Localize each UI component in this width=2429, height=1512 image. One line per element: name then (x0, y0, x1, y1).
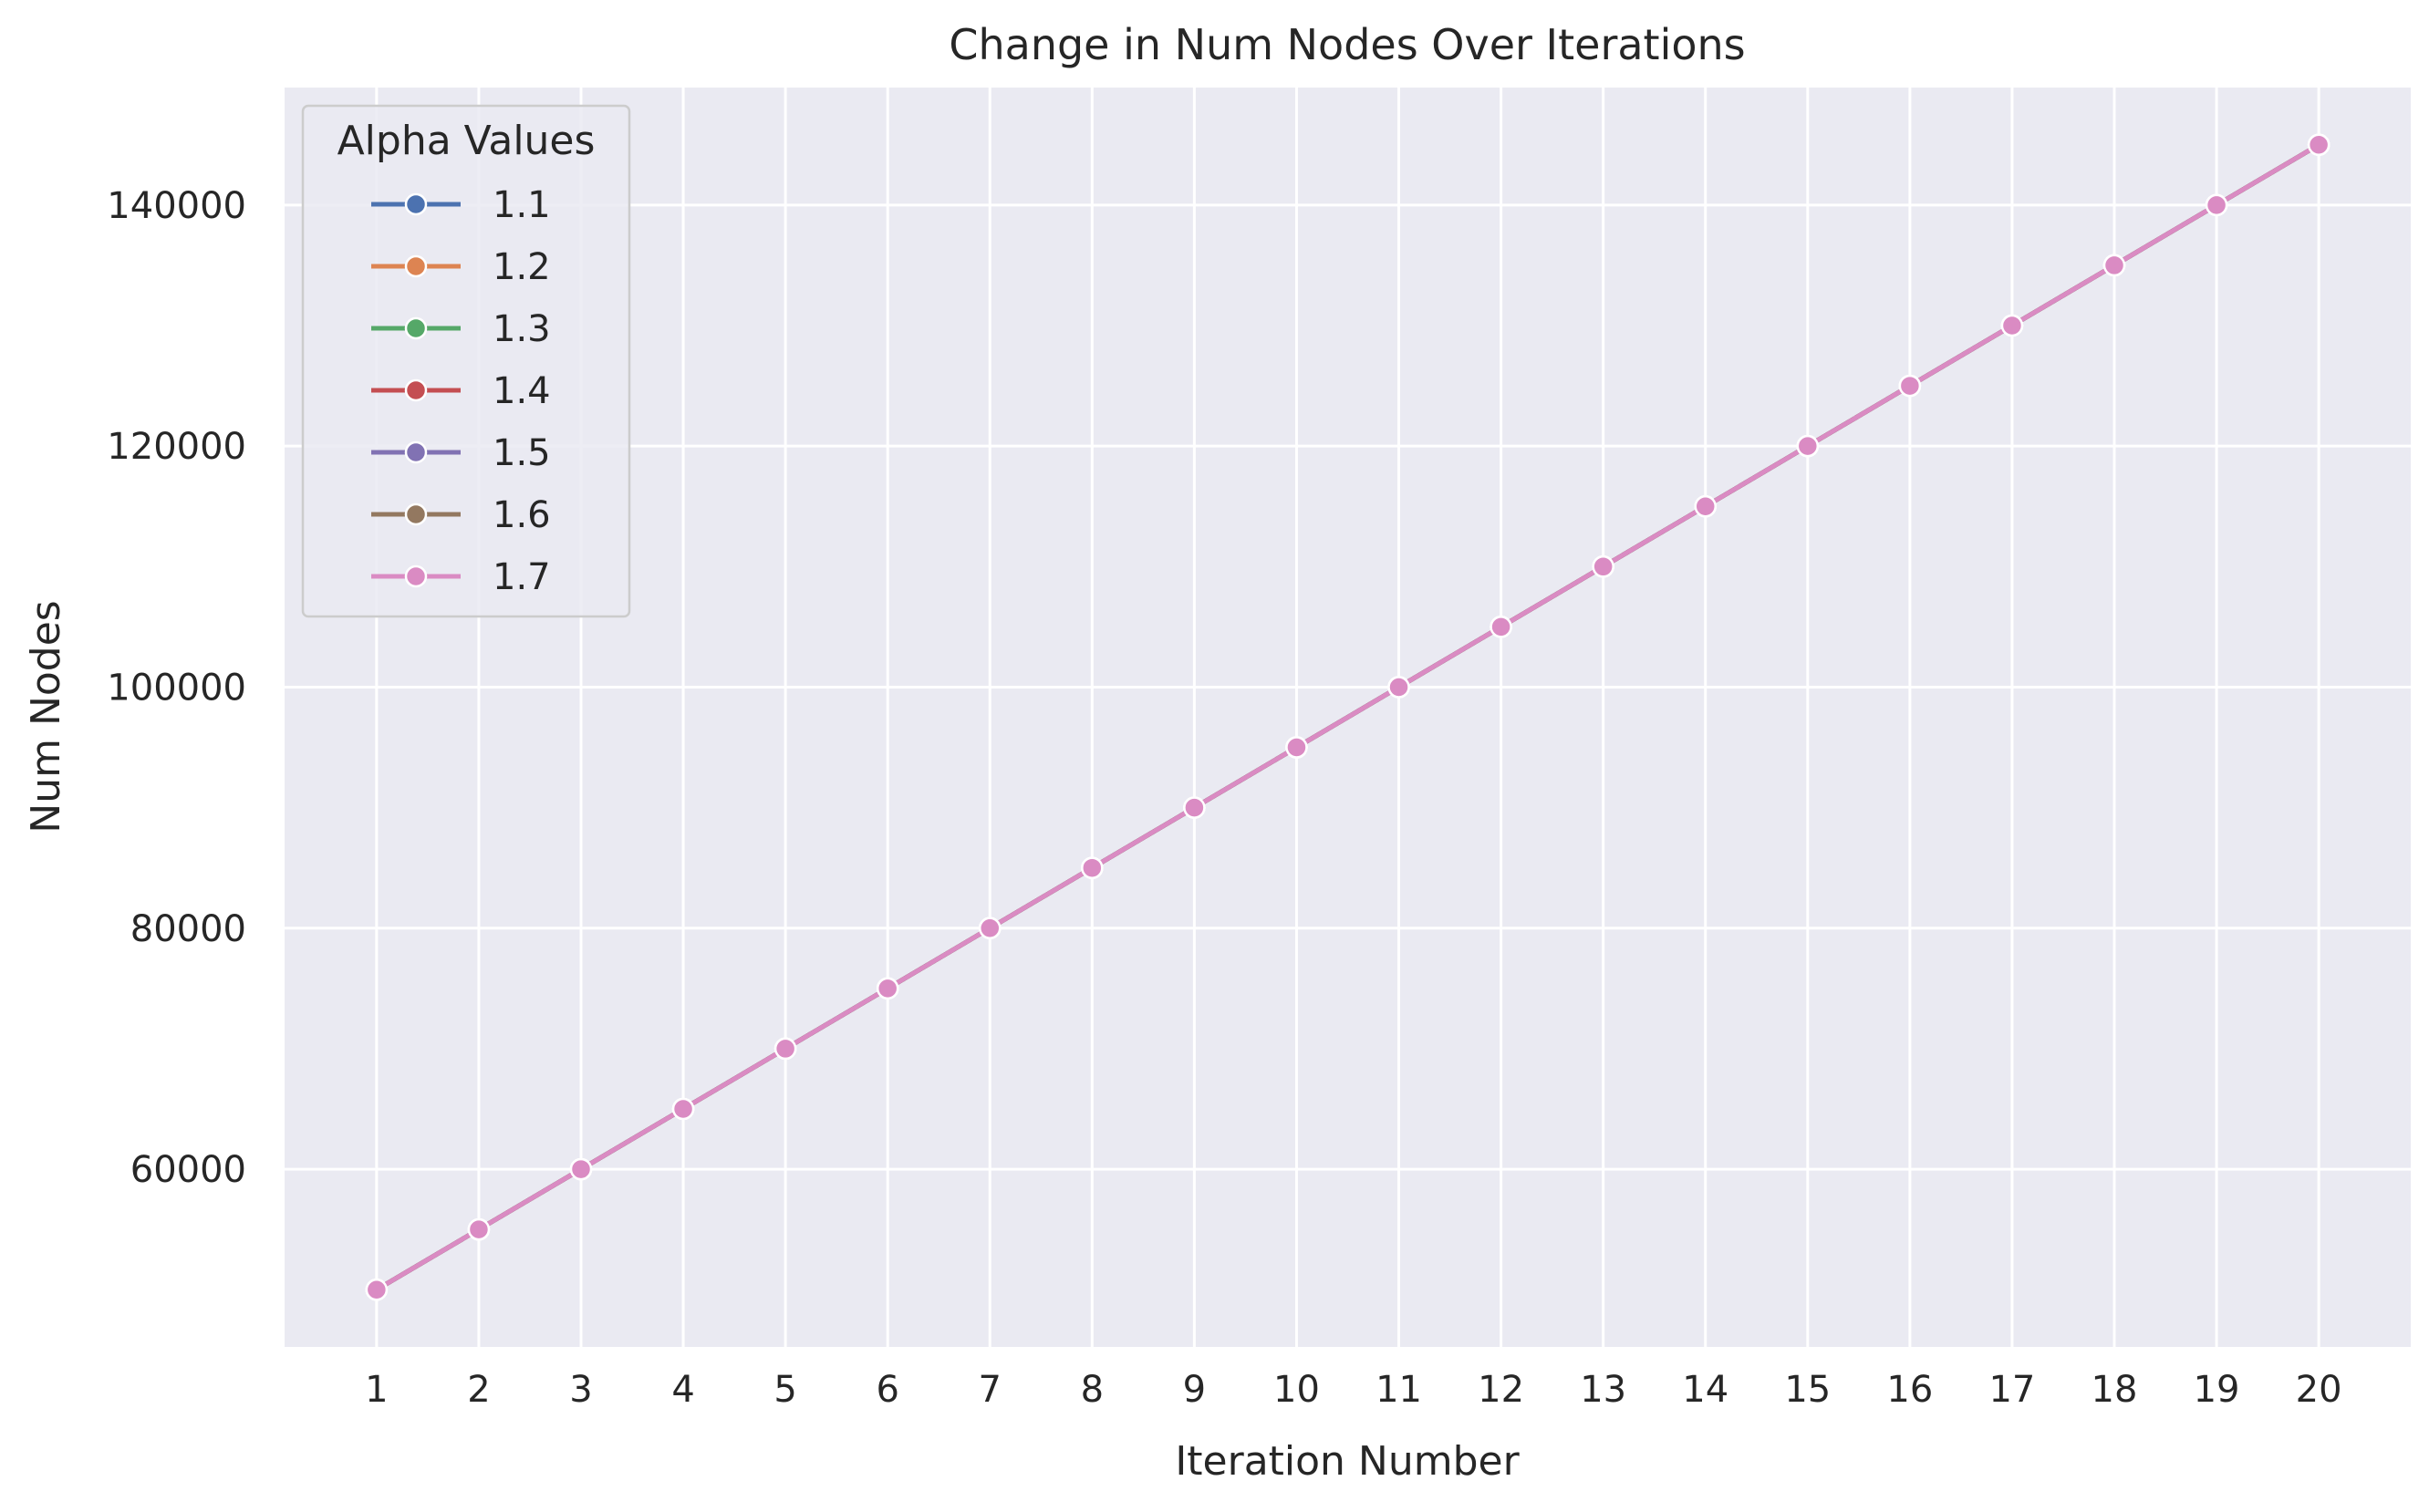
legend-marker (404, 564, 428, 588)
legend-title: Alpha Values (337, 118, 596, 164)
data-point (2102, 254, 2126, 277)
data-point (569, 1157, 593, 1181)
legend-label: 1.5 (493, 432, 551, 474)
legend-label: 1.1 (493, 184, 551, 226)
legend-label: 1.3 (493, 308, 551, 350)
y-tick-label: 140000 (107, 185, 246, 227)
data-point (1592, 555, 1614, 578)
data-point (2307, 133, 2330, 157)
x-tick-label: 15 (1784, 1369, 1831, 1411)
data-point (1285, 736, 1308, 759)
data-point (365, 1278, 389, 1301)
legend-marker (404, 254, 428, 278)
legend-label: 1.2 (493, 246, 551, 288)
data-point (876, 977, 899, 1000)
x-tick-label: 10 (1273, 1369, 1320, 1411)
x-tick-label: 7 (979, 1369, 1002, 1411)
legend-item: 1.4 (371, 370, 551, 412)
legend: Alpha Values 1.1 1.2 1.3 1.4 1.5 1.6 1.7 (301, 104, 631, 618)
x-tick-label: 12 (1478, 1369, 1524, 1411)
x-tick-label: 18 (2092, 1369, 2138, 1411)
x-tick-label: 6 (876, 1369, 898, 1411)
legend-item: 1.3 (371, 308, 551, 350)
legend-marker (404, 378, 428, 402)
chart-title: Change in Num Nodes Over Iterations (949, 20, 1745, 69)
x-tick-label: 4 (671, 1369, 694, 1411)
x-tick-label: 16 (1886, 1369, 1933, 1411)
x-tick-label: 8 (1081, 1369, 1104, 1411)
legend-marker (404, 440, 428, 464)
x-axis-title: Iteration Number (1175, 1438, 1520, 1485)
legend-item: 1.6 (371, 494, 551, 536)
data-point (1694, 494, 1717, 518)
data-point (1796, 434, 1820, 458)
x-tick-label: 17 (1988, 1369, 2035, 1411)
legend-items: 1.1 1.2 1.3 1.4 1.5 1.6 1.7 (371, 184, 551, 598)
y-tick-label: 100000 (107, 667, 246, 709)
y-tick-label: 120000 (107, 426, 246, 468)
legend-item: 1.7 (371, 556, 551, 598)
series-layer (365, 133, 2330, 1301)
data-point (467, 1217, 491, 1241)
x-tick-label: 14 (1682, 1369, 1728, 1411)
x-tick-label: 9 (1183, 1369, 1206, 1411)
x-tick-label: 11 (1375, 1369, 1422, 1411)
y-tick-label: 60000 (130, 1149, 246, 1191)
data-point (1387, 676, 1410, 699)
x-tick-label: 1 (365, 1369, 388, 1411)
x-tick-label: 3 (569, 1369, 592, 1411)
x-tick-label: 13 (1580, 1369, 1626, 1411)
grid (285, 88, 2411, 1347)
x-tick-label: 19 (2194, 1369, 2240, 1411)
x-tick-label: 2 (467, 1369, 490, 1411)
data-point (2205, 193, 2228, 217)
series-line (375, 142, 2320, 1292)
legend-label: 1.4 (493, 370, 551, 412)
y-axis-title: Num Nodes (23, 600, 69, 833)
legend-label: 1.7 (493, 556, 551, 598)
data-point (1081, 856, 1104, 879)
data-point (1898, 374, 1922, 398)
x-tick-label: 20 (2296, 1369, 2342, 1411)
data-point (1183, 796, 1206, 819)
series-1.7 (365, 133, 2330, 1301)
data-point (1490, 616, 1512, 638)
y-tick-label: 80000 (130, 908, 246, 950)
legend-marker (404, 192, 428, 216)
data-point (979, 917, 1002, 940)
legend-item: 1.1 (371, 184, 551, 226)
legend-frame (301, 104, 631, 618)
x-tick-label: 5 (773, 1369, 796, 1411)
legend-label: 1.6 (493, 494, 551, 536)
legend-item: 1.5 (371, 432, 551, 474)
data-point (2000, 314, 2024, 337)
x-axis-ticks: 1 2 3 4 5 6 7 8 9 10 11 12 13 14 15 16 17 18 19 20 (365, 1369, 2341, 1411)
legend-marker (404, 316, 428, 340)
data-point (773, 1037, 797, 1061)
legend-marker (404, 502, 428, 526)
legend-item: 1.2 (371, 246, 551, 288)
y-axis-ticks: 60000 80000 100000 120000 140000 (107, 185, 246, 1191)
data-point (671, 1097, 695, 1121)
